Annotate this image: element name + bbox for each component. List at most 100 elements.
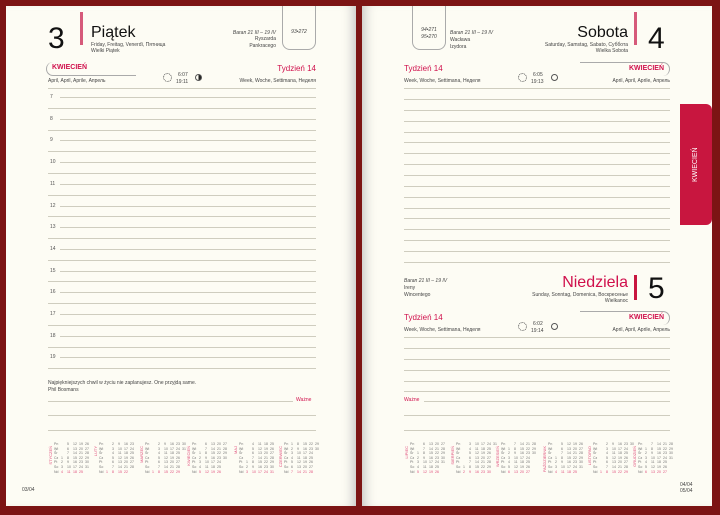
day-translations: Friday, Freitag, Venerdì, Пятница <box>91 42 166 48</box>
mini-calendar-day: 18 <box>520 460 524 465</box>
mini-calendar-day: 25 <box>176 451 180 456</box>
day-count: 94•271 <box>421 27 437 33</box>
week-label: Tydzień 14 <box>277 64 316 73</box>
mini-calendar-day: 5 <box>645 464 647 469</box>
mini-calendar-day: 31 <box>85 464 89 469</box>
mini-calendar-day: 8 <box>561 455 563 460</box>
mini-calendar-month: KWIECIEŃ <box>186 446 191 466</box>
mini-calendar-day: 2 <box>508 451 510 456</box>
mini-calendar: PAŹDZIERNIK Pn 5 12 19 26 Wt 6 13 20 27 Śr 7 14 21 28 Cz… <box>542 442 592 482</box>
mini-calendar-day: 7 <box>423 446 425 451</box>
mini-calendar-day: 4 <box>645 460 647 465</box>
important-label: Ważne <box>296 397 312 403</box>
mini-calendar-day: 8 <box>252 460 254 465</box>
mini-calendar-day: 30 <box>315 446 319 451</box>
mini-calendar-day: 1 <box>463 464 465 469</box>
bookmark-tab-kwiecien[interactable]: KWIECIEŃ <box>680 104 712 225</box>
mini-calendar-day: 22 <box>124 469 128 474</box>
mini-calendar-day: 13 <box>164 460 168 465</box>
mini-calendar-day: 14 <box>567 451 571 456</box>
writing-line <box>60 183 316 185</box>
mini-calendar-day: 11 <box>205 464 209 469</box>
mini-calendar-day: 29 <box>624 469 628 474</box>
mini-calendar-day: 10 <box>423 460 427 465</box>
mini-calendar-day: 17 <box>618 446 622 451</box>
mini-calendar-day: 15 <box>520 446 524 451</box>
nameday: Pankracego <box>249 43 276 49</box>
writing-line <box>48 368 316 370</box>
mini-calendar-day: 6 <box>469 455 471 460</box>
nameday: Ireny <box>404 285 416 291</box>
mini-calendar-day: 8 <box>514 446 516 451</box>
mini-calendar-day: 6 <box>158 460 160 465</box>
mini-calendar-day: 15 <box>303 442 307 446</box>
mini-calendar-day: 31 <box>493 442 497 446</box>
mini-calendar-day: 6 <box>205 442 207 446</box>
mini-calendar: LUTY Pn 2 9 16 23 Wt 3 10 17 24 Śr 4 11 18 25 Cz 5 12 19 26 P… <box>93 442 143 482</box>
mini-calendar-day: 10 <box>475 442 479 446</box>
mini-calendar-day: 7 <box>252 455 254 460</box>
mini-calendar-day: 22 <box>663 446 667 451</box>
writing-line <box>48 216 316 218</box>
writing-line <box>404 240 670 242</box>
sunrise: 6:02 <box>533 321 543 327</box>
mini-calendar-day: 26 <box>85 442 89 446</box>
writing-line <box>404 196 670 198</box>
sun-icon <box>518 73 527 82</box>
mini-calendar-day: 19 <box>264 446 268 451</box>
hour-label: 16 <box>50 289 56 296</box>
mini-calendar-day: 18 <box>567 469 571 474</box>
mini-calendar: MAJ Pn 4 11 18 25 Wt 5 12 19 26 Śr 6 13 20 27 Cz 7 14 21 28 P… <box>233 442 283 482</box>
mini-calendar-day: 20 <box>79 446 83 451</box>
mini-calendar-day: 6 <box>67 446 69 451</box>
hour-label: 14 <box>50 245 56 252</box>
mini-calendar-day: 26 <box>176 455 180 460</box>
mini-calendar-day: 15 <box>73 455 77 460</box>
mini-calendar-day: 19 <box>657 464 661 469</box>
mini-calendar-day: 8 <box>205 451 207 456</box>
mini-calendar-day: 23 <box>663 451 667 456</box>
mini-calendar-day: 2 <box>199 455 201 460</box>
mini-calendar-day: 1 <box>555 455 557 460</box>
mini-calendar-day: 19 <box>573 442 577 446</box>
mini-calendar-day: 23 <box>309 446 313 451</box>
mini-calendar-day: 21 <box>618 464 622 469</box>
mini-calendar-day: 23 <box>217 455 221 460</box>
mini-calendar-day: 26 <box>624 455 628 460</box>
mini-calendar-day: 23 <box>176 442 180 446</box>
mini-calendar-day: 7 <box>651 442 653 446</box>
mini-calendar-day: 4 <box>61 469 63 474</box>
mini-calendar-day: 25 <box>270 442 274 446</box>
mini-calendar-day: 27 <box>526 469 530 474</box>
mini-calendar-day: 24 <box>79 464 83 469</box>
day-number: 5 <box>648 272 665 305</box>
mini-calendar-day: 27 <box>309 464 313 469</box>
mini-calendar-day: 16 <box>657 451 661 456</box>
mini-calendar-day: 24 <box>264 469 268 474</box>
mini-calendar-day: 31 <box>441 460 445 465</box>
mini-calendar-day: 2 <box>61 460 63 465</box>
mini-calendar-day: 23 <box>481 469 485 474</box>
month-label: KWIECIEŃ <box>580 62 670 76</box>
mini-calendar-month: LISTOPAD <box>587 446 592 466</box>
mini-calendar-day: 25 <box>663 460 667 465</box>
week-label: Tydzień 14 <box>404 64 443 73</box>
writing-line <box>404 153 670 155</box>
mini-calendar-day: 26 <box>270 446 274 451</box>
mini-calendar-day: 18 <box>481 446 485 451</box>
mini-calendar-day: 6 <box>561 446 563 451</box>
mini-calendar-day: 18 <box>73 469 77 474</box>
mini-calendar-day: 11 <box>67 469 71 474</box>
mini-calendar-day: 30 <box>532 451 536 456</box>
mini-calendar-day: 21 <box>303 469 307 474</box>
nameday: Izydora <box>450 44 467 50</box>
mini-calendar-day: 27 <box>85 446 89 451</box>
mini-calendar-day: 12 <box>651 464 655 469</box>
zodiac: Baran 21 III – 19 IV <box>404 278 448 284</box>
mini-calendar-day: 12 <box>423 469 427 474</box>
mini-calendar-day: 3 <box>291 451 293 456</box>
mini-calendar-day: 17 <box>567 464 571 469</box>
mini-calendar-day: 27 <box>487 455 491 460</box>
writing-line <box>404 229 670 231</box>
writing-line <box>404 250 670 252</box>
